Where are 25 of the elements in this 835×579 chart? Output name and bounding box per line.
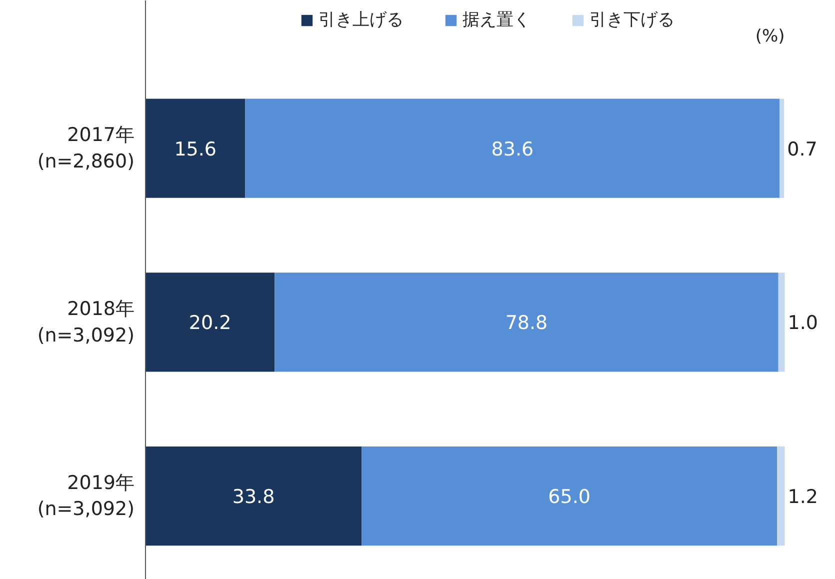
y-tick-label: 2017年 (n=2,860) bbox=[37, 124, 135, 172]
data-label: 78.8 bbox=[505, 312, 548, 334]
y-tick-label: 2018年 (n=3,092) bbox=[37, 298, 135, 346]
bar bbox=[780, 98, 784, 198]
legend-label: 据え置く bbox=[462, 9, 530, 31]
bar bbox=[777, 446, 785, 546]
data-label: 1.2 bbox=[788, 486, 818, 508]
bar bbox=[146, 446, 362, 546]
bar bbox=[778, 272, 785, 372]
bar bbox=[146, 98, 246, 198]
y-tick-label: 2019年 (n=3,092) bbox=[37, 472, 135, 520]
data-label: 1.0 bbox=[788, 312, 818, 334]
data-label: 65.0 bbox=[548, 486, 590, 508]
data-label: 33.8 bbox=[232, 486, 275, 508]
data-label: 0.7 bbox=[787, 138, 818, 160]
bar bbox=[146, 272, 275, 372]
legend-label: 引き上げる bbox=[318, 9, 404, 31]
bar bbox=[274, 272, 778, 372]
legend-label: 引き下げる bbox=[590, 9, 674, 31]
data-label: 15.6 bbox=[174, 138, 217, 160]
bar bbox=[245, 98, 780, 198]
data-label: 83.6 bbox=[491, 138, 534, 160]
annotation: (%) bbox=[755, 26, 785, 47]
data-label: 20.2 bbox=[188, 312, 232, 334]
bar bbox=[362, 446, 778, 546]
